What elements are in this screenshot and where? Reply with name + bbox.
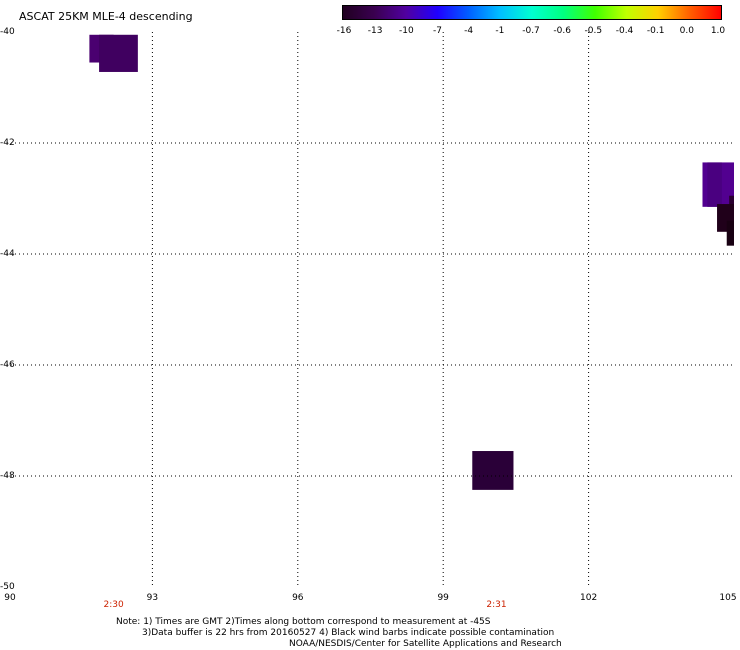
longitude-label: 102 <box>580 593 598 603</box>
colorbar-label: -10 <box>398 26 414 36</box>
colorbar-label: -0.5 <box>584 26 603 36</box>
longitude-label: 93 <box>146 593 159 603</box>
latitude-label: -42 <box>0 138 15 148</box>
colorbar-label: -1 <box>495 26 505 36</box>
colorbar-label: -16 <box>336 26 352 36</box>
longitude-label: 90 <box>4 593 16 603</box>
note-line-2: 3)Data buffer is 22 hrs from 20160527 4)… <box>142 628 555 638</box>
colorbar <box>342 5 722 20</box>
colorbar-fill <box>343 6 721 19</box>
longitude-label: 105 <box>719 593 737 603</box>
wind-data-cell <box>99 34 138 72</box>
wind-data-cell <box>726 220 734 246</box>
map-title: ASCAT 25KM MLE-4 descending <box>19 10 193 23</box>
colorbar-label: -0.4 <box>615 26 634 36</box>
colorbar-label: -7 <box>433 26 442 36</box>
longitude-label: 96 <box>292 593 304 603</box>
note-line-1: Note: 1) Times are GMT 2)Times along bot… <box>116 617 491 627</box>
map-plot-area <box>7 32 734 587</box>
colorbar-label: -0.1 <box>646 26 665 36</box>
wind-data-cell <box>472 451 514 490</box>
longitude-label: 99 <box>437 593 449 603</box>
measurement-time-label: 2:30 <box>103 600 124 610</box>
note-line-3: NOAA/NESDIS/Center for Satellite Applica… <box>289 639 562 649</box>
colorbar-label: -4 <box>464 26 474 36</box>
latitude-label: -40 <box>0 27 15 37</box>
wind-data-cell <box>707 162 722 207</box>
latitude-label: -50 <box>0 582 15 592</box>
colorbar-label: -0.7 <box>522 26 540 36</box>
colorbar-label: -0.6 <box>553 26 571 36</box>
latitude-label: -44 <box>0 249 15 259</box>
wind-data-cell <box>729 195 734 210</box>
colorbar-label: -13 <box>367 26 383 36</box>
measurement-time-label: 2:31 <box>486 600 507 610</box>
colorbar-gradient <box>343 6 721 19</box>
latitude-label: -46 <box>0 360 15 370</box>
colorbar-label: 1.0 <box>710 26 726 36</box>
colorbar-label: 0.0 <box>679 26 694 36</box>
latitude-label: -48 <box>0 471 15 481</box>
